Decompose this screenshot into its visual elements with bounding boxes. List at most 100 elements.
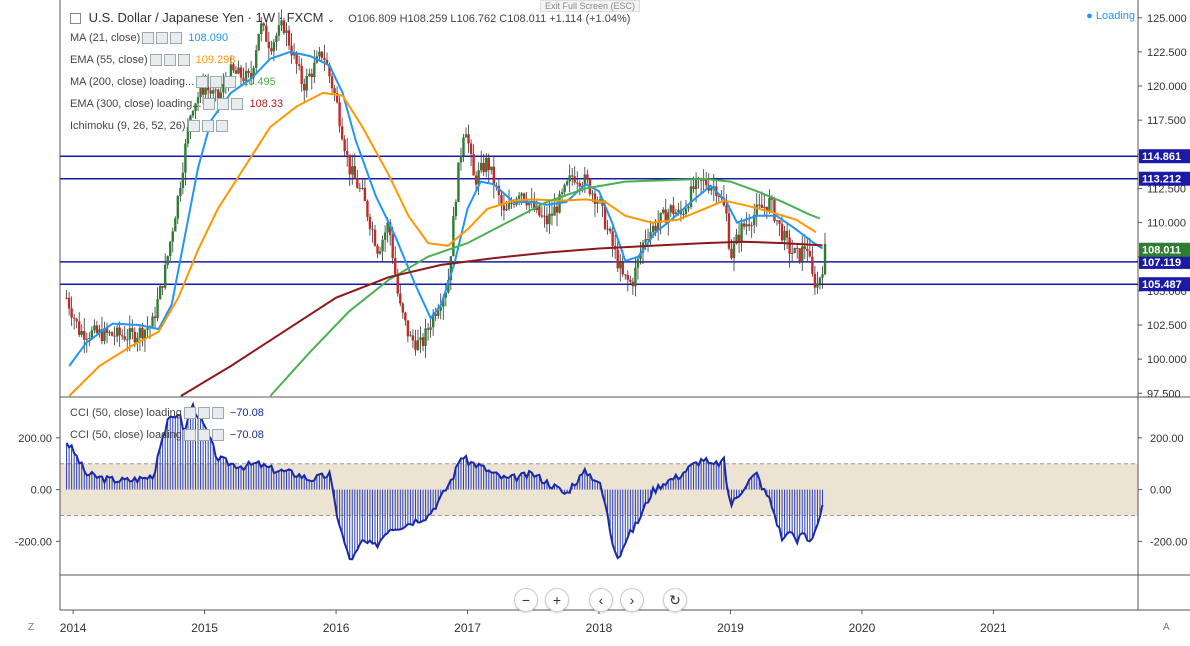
settings-icon[interactable] (197, 407, 210, 420)
candle-body (257, 33, 260, 51)
indicator-legend-value: 108.090 (188, 32, 229, 44)
time-tick-label: 2016 (323, 621, 350, 635)
visibility-toggle-icon[interactable] (196, 76, 209, 89)
visibility-toggle-icon[interactable] (142, 32, 155, 45)
candle-body (469, 143, 473, 154)
indicator-legend[interactable]: MA (21, close) 108.090 (70, 32, 229, 45)
scroll-right-button[interactable]: › (620, 588, 644, 612)
candle-body (823, 243, 827, 275)
candle-body (396, 274, 399, 294)
candle-body (277, 25, 281, 36)
visibility-toggle-icon[interactable] (187, 120, 200, 133)
symbol-title[interactable]: U.S. Dollar / Japanese Yen · 1W · FXCM (88, 10, 324, 25)
candle-body (619, 262, 622, 269)
candle-body (378, 251, 382, 254)
indicator-legend[interactable]: EMA (300, close) loading... 108.33 (70, 98, 283, 111)
close-icon[interactable] (224, 76, 237, 89)
horizontal-level-tag (1139, 254, 1190, 269)
close-icon[interactable] (215, 120, 228, 133)
candle-body (704, 178, 708, 186)
indicator-legend[interactable]: Ichimoku (9, 26, 52, 26) (70, 120, 234, 133)
candle-body (70, 308, 73, 318)
candle-body (730, 248, 733, 259)
visibility-toggle-icon[interactable] (183, 407, 196, 420)
candle-body (272, 42, 276, 52)
cci-legend-label: CCI (50, close) loading (70, 429, 182, 441)
visibility-toggle-icon[interactable] (183, 429, 196, 442)
candle-body (297, 64, 301, 66)
candle-body (262, 23, 265, 26)
candle-body (780, 223, 784, 241)
zoom-in-button[interactable]: + (545, 588, 569, 612)
candle-body (682, 214, 685, 216)
candle-body (98, 329, 101, 333)
candle-body (310, 73, 314, 78)
candle-body (662, 209, 665, 213)
settings-icon[interactable] (210, 76, 223, 89)
close-icon[interactable] (231, 98, 244, 111)
indicator-legend[interactable]: MA (200, close) loading... 10.495 (70, 76, 276, 89)
candle-body (146, 328, 149, 330)
candle-body (328, 64, 331, 77)
candle-body (636, 258, 640, 268)
candle-body (677, 209, 680, 213)
horizontal-levels: 114.861 113.212 107.119 105.487 (60, 149, 1190, 292)
candle-body (292, 52, 296, 56)
settings-icon[interactable] (163, 54, 176, 67)
indicator-legend[interactable]: EMA (55, close) 109.293 (70, 54, 235, 67)
candle-body (545, 215, 549, 225)
candle-body (260, 23, 263, 34)
candle-body (811, 256, 814, 274)
candle-body (214, 89, 217, 91)
candle-body (692, 186, 695, 190)
candle-body (229, 64, 233, 85)
visibility-icon[interactable] (70, 13, 81, 25)
visibility-toggle-icon[interactable] (203, 98, 216, 111)
auto-scale-toggle[interactable]: A (1163, 622, 1170, 633)
settings-icon[interactable] (217, 98, 230, 111)
candle-body (285, 30, 288, 33)
candle-body (755, 204, 758, 215)
candle-body (753, 214, 756, 226)
candle-body (654, 225, 657, 231)
time-zone-icon[interactable]: Z (28, 622, 35, 633)
settings-icon[interactable] (197, 429, 210, 442)
candle-body (651, 225, 655, 233)
cci-legend[interactable]: CCI (50, close) loading −70.08 (70, 407, 264, 420)
candle-body (672, 205, 675, 214)
candle-body (88, 337, 91, 339)
candle-body (338, 102, 341, 127)
symbol-menu-chevron-icon[interactable]: ⌄ (327, 14, 335, 24)
candle-body (492, 166, 496, 186)
close-icon[interactable] (211, 429, 224, 442)
time-tick-label: 2020 (849, 621, 876, 635)
time-tick-label: 2019 (717, 621, 744, 635)
candle-body (356, 178, 359, 188)
candle-body (138, 327, 142, 338)
loading-status: ● Loading (1086, 10, 1135, 22)
visibility-toggle-icon[interactable] (149, 54, 162, 67)
candle-body (366, 201, 369, 217)
candle-body (270, 48, 273, 52)
candle-body (110, 332, 114, 336)
price-tick-label: 122.500 (1147, 47, 1187, 59)
candle-body (163, 264, 167, 288)
price-tick-label: 100.000 (1147, 354, 1187, 366)
cci-legend[interactable]: CCI (50, close) loading −70.08 (70, 429, 264, 442)
zoom-out-button[interactable]: − (514, 588, 538, 612)
candle-body (634, 267, 637, 287)
fullscreen-notice[interactable]: Exit Full Screen (ESC) (540, 0, 641, 12)
close-icon[interactable] (177, 54, 190, 67)
settings-icon[interactable] (156, 32, 169, 45)
close-icon[interactable] (211, 407, 224, 420)
scroll-left-button[interactable]: ‹ (589, 588, 613, 612)
candle-body (424, 328, 427, 346)
symbol-header: U.S. Dollar / Japanese Yen · 1W · FXCM ⌄… (70, 10, 630, 25)
close-icon[interactable] (170, 32, 183, 45)
settings-icon[interactable] (201, 120, 214, 133)
candle-body (502, 205, 506, 211)
candle-body (93, 325, 96, 331)
reset-chart-button[interactable]: ↻ (663, 588, 687, 612)
time-tick-label: 2015 (191, 621, 218, 635)
